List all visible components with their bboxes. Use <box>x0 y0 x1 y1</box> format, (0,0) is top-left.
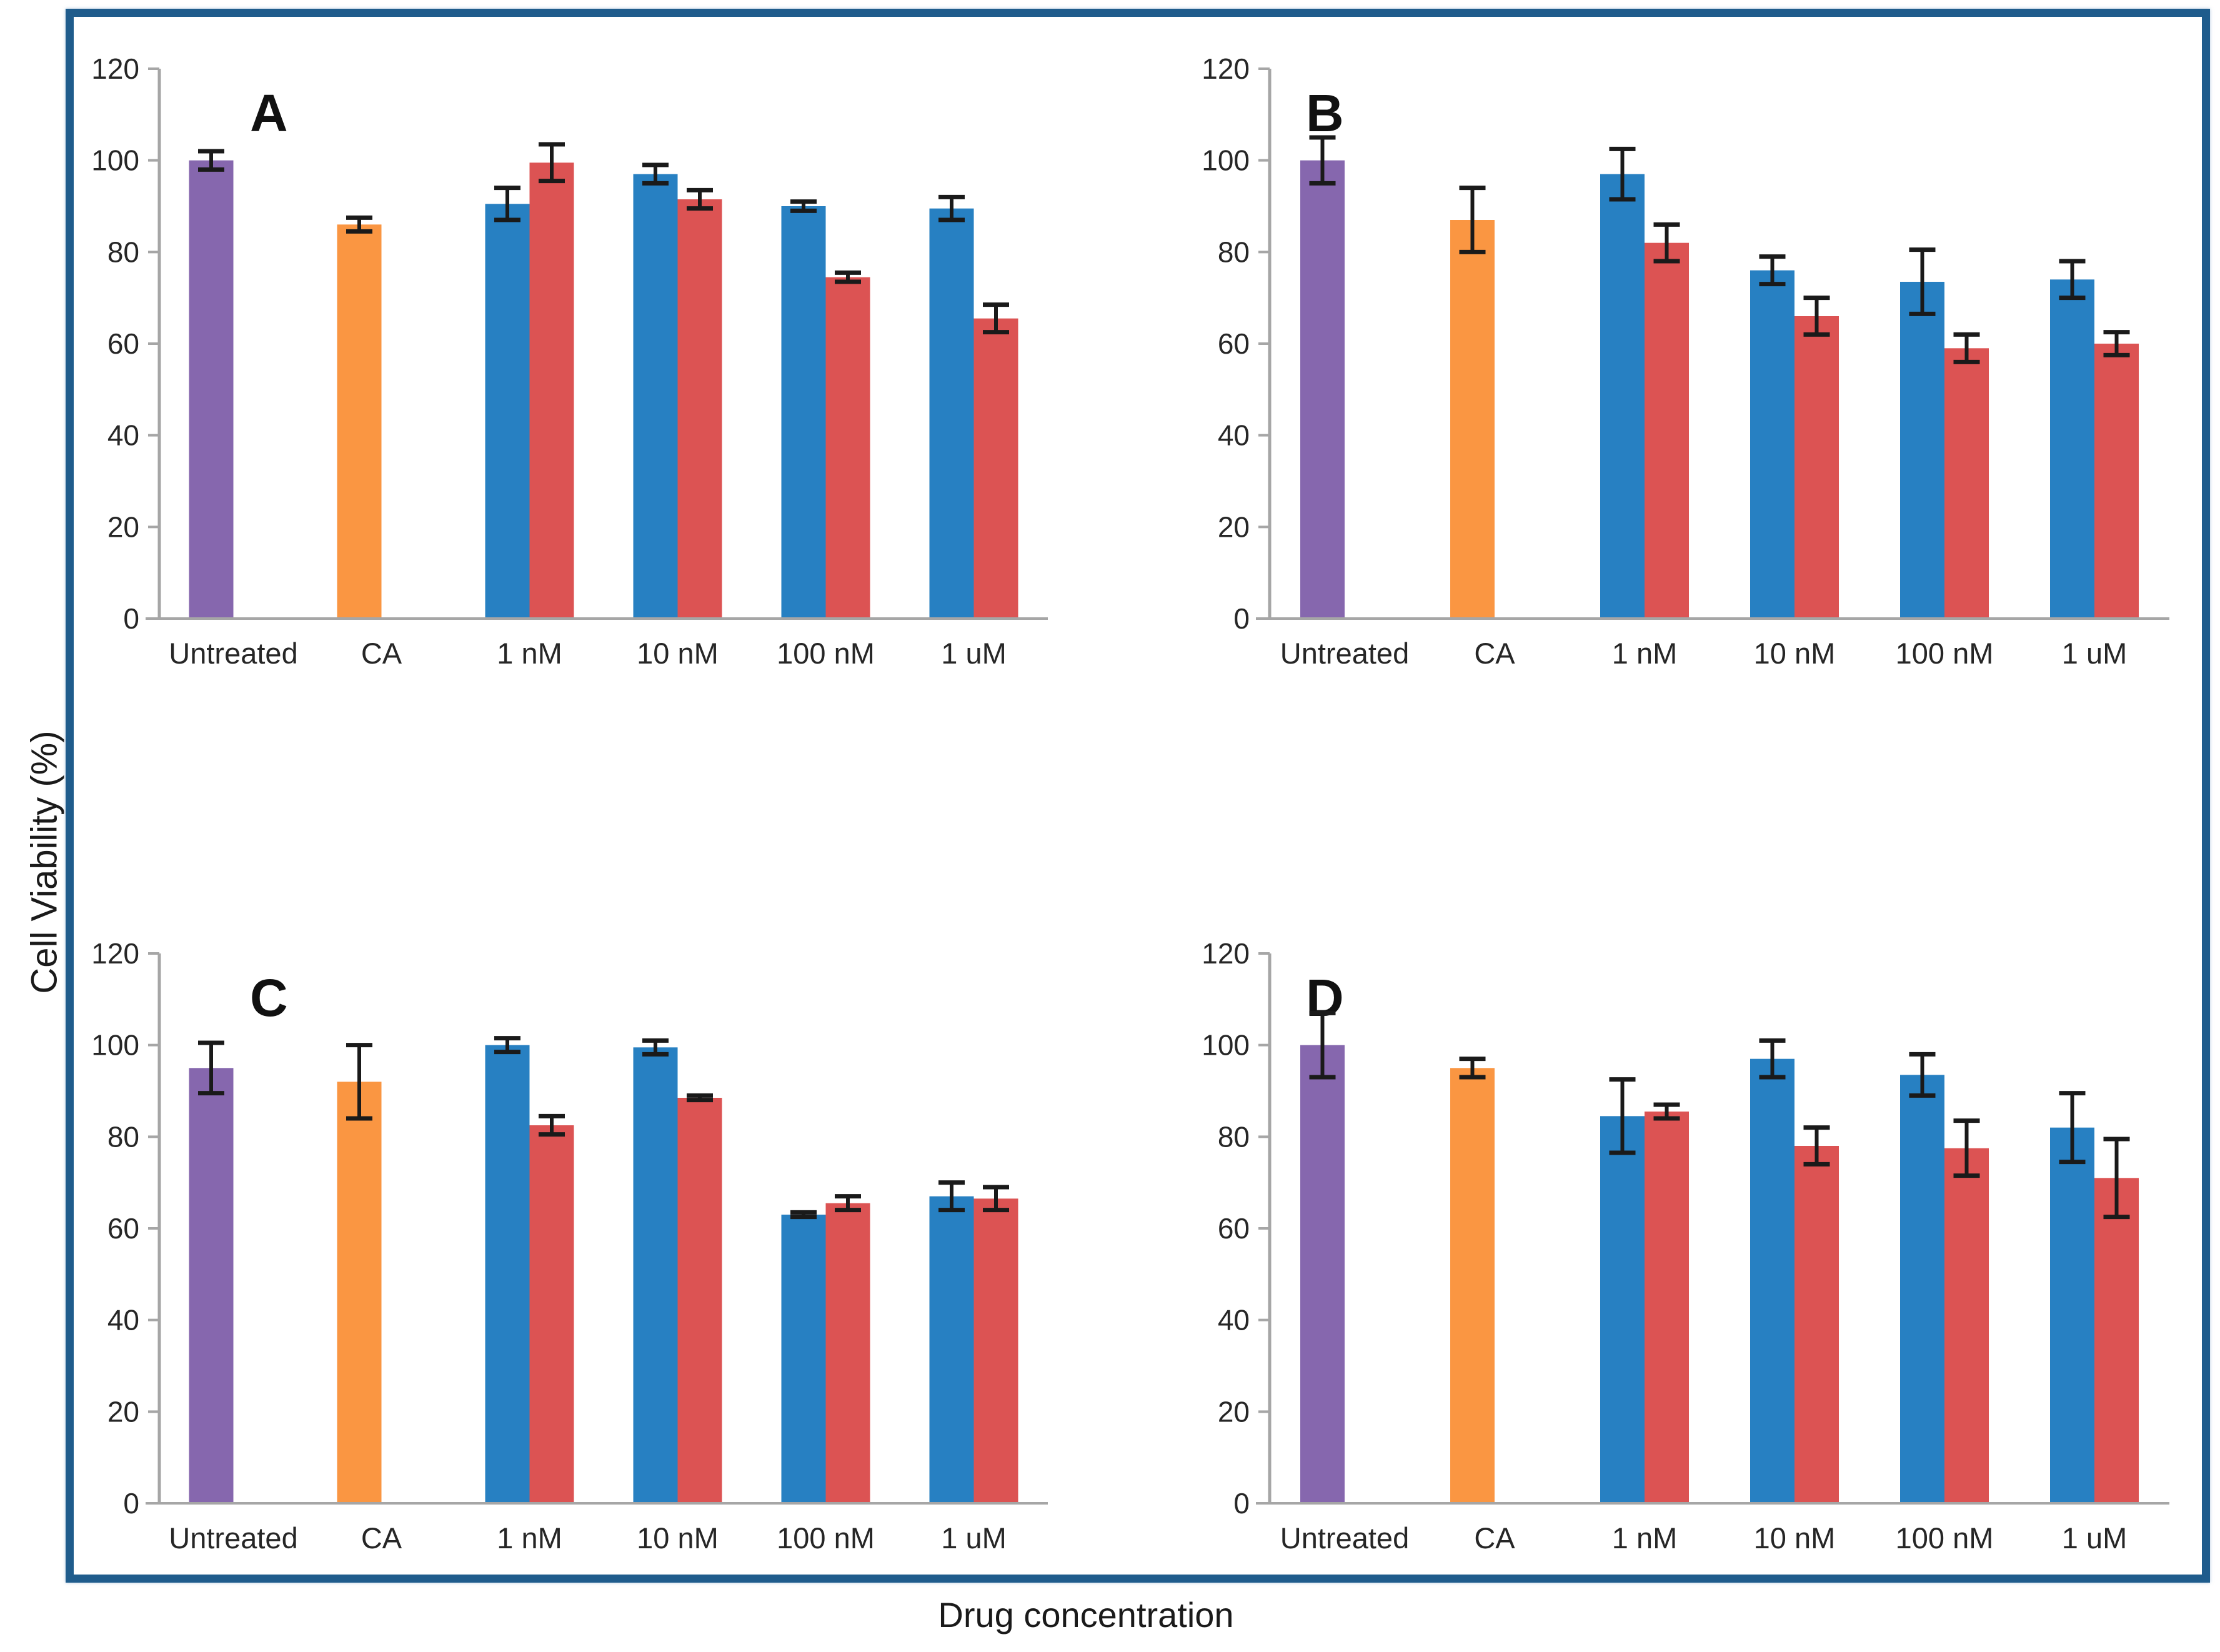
panel-letter-C: C <box>250 968 288 1027</box>
bar-red <box>1794 316 1839 619</box>
bar-red <box>529 1125 574 1503</box>
category-label: CA <box>1474 637 1515 670</box>
category-label: 10 nM <box>1754 637 1836 670</box>
y-tick-label: 20 <box>1218 510 1250 543</box>
y-tick-label: 80 <box>107 1120 139 1153</box>
y-tick-label: 20 <box>107 1395 139 1428</box>
y-tick-label: 60 <box>1218 327 1250 360</box>
bar-blue <box>929 1196 974 1503</box>
category-label: 10 nM <box>1754 1521 1836 1555</box>
y-tick-label: 40 <box>1218 1304 1250 1336</box>
y-tick-label: 40 <box>1218 419 1250 452</box>
category-label: Untreated <box>169 1521 297 1555</box>
category-label: 1 nM <box>497 1521 562 1555</box>
bar-blue <box>633 1047 678 1503</box>
bar-red <box>1645 242 1689 619</box>
y-tick-label: 120 <box>1202 52 1250 85</box>
category-label: 1 uM <box>2062 1521 2128 1555</box>
bar-ca <box>1450 220 1495 619</box>
bar-red <box>973 1198 1018 1503</box>
y-tick-label: 100 <box>91 144 139 177</box>
bar-untreated <box>1300 1045 1345 1503</box>
category-label: CA <box>1474 1521 1515 1555</box>
category-label: Untreated <box>169 637 297 670</box>
y-tick-label: 0 <box>1233 602 1250 635</box>
bar-untreated <box>189 1068 234 1503</box>
bar-blue <box>781 1215 826 1503</box>
bar-red <box>1944 348 1989 619</box>
category-label: 1 uM <box>941 637 1007 670</box>
bar-blue <box>1750 1058 1794 1503</box>
category-label: 100 nM <box>777 637 875 670</box>
y-tick-label: 0 <box>123 602 139 635</box>
panel-letter-D: D <box>1306 968 1344 1027</box>
figure-border <box>66 9 2210 1583</box>
y-tick-label: 80 <box>107 236 139 268</box>
bar-blue <box>633 174 678 619</box>
bar-red <box>1944 1148 1989 1503</box>
category-label: CA <box>361 637 402 670</box>
y-tick-label: 120 <box>1202 937 1250 970</box>
category-label: 1 uM <box>2062 637 2128 670</box>
bar-red <box>529 162 574 619</box>
bar-red <box>677 1098 722 1503</box>
bar-red <box>973 318 1018 619</box>
bar-blue <box>2050 1127 2094 1503</box>
category-label: 10 nM <box>637 637 719 670</box>
bar-untreated <box>189 160 234 619</box>
y-tick-label: 80 <box>1218 1120 1250 1153</box>
bar-ca <box>337 1082 382 1503</box>
category-label: 1 nM <box>497 637 562 670</box>
x-axis-label: Drug concentration <box>938 1595 1234 1635</box>
bar-red <box>825 1203 870 1503</box>
bar-blue <box>781 206 826 619</box>
y-tick-label: 40 <box>107 1304 139 1336</box>
bar-blue <box>1600 1116 1645 1503</box>
category-label: 100 nM <box>1896 1521 1994 1555</box>
panel-letter-B: B <box>1306 84 1344 142</box>
bar-ca <box>1450 1068 1495 1503</box>
bar-blue <box>1600 174 1645 619</box>
category-label: 100 nM <box>1896 637 1994 670</box>
y-tick-label: 100 <box>91 1029 139 1062</box>
bar-blue <box>1750 270 1794 619</box>
y-tick-label: 80 <box>1218 236 1250 268</box>
category-label: Untreated <box>1280 637 1409 670</box>
bar-blue <box>929 208 974 619</box>
bar-blue <box>485 204 530 619</box>
y-tick-label: 20 <box>1218 1395 1250 1428</box>
y-tick-label: 0 <box>123 1487 139 1520</box>
y-tick-label: 120 <box>91 52 139 85</box>
category-label: 100 nM <box>777 1521 875 1555</box>
category-label: Untreated <box>1280 1521 1409 1555</box>
y-tick-label: 20 <box>107 510 139 543</box>
category-label: CA <box>361 1521 402 1555</box>
y-tick-label: 60 <box>1218 1212 1250 1245</box>
bar-ca <box>337 224 382 619</box>
bar-red <box>1794 1146 1839 1503</box>
y-tick-label: 40 <box>107 419 139 452</box>
y-tick-label: 60 <box>107 327 139 360</box>
bar-untreated <box>1300 160 1345 619</box>
bar-red <box>2094 1178 2139 1503</box>
bar-red <box>1645 1112 1689 1503</box>
category-label: 1 nM <box>1612 1521 1678 1555</box>
bar-red <box>2094 344 2139 619</box>
y-tick-label: 120 <box>91 937 139 970</box>
category-label: 10 nM <box>637 1521 719 1555</box>
y-tick-label: 0 <box>1233 1487 1250 1520</box>
bar-red <box>677 199 722 619</box>
bar-blue <box>1900 1075 1944 1503</box>
bar-blue <box>1900 282 1944 619</box>
y-tick-label: 100 <box>1202 144 1250 177</box>
y-tick-label: 60 <box>107 1212 139 1245</box>
category-label: 1 nM <box>1612 637 1678 670</box>
bar-blue <box>2050 279 2094 619</box>
bar-red <box>825 277 870 619</box>
panel-letter-A: A <box>250 84 288 142</box>
bar-blue <box>485 1045 530 1503</box>
y-tick-label: 100 <box>1202 1029 1250 1062</box>
category-label: 1 uM <box>941 1521 1007 1555</box>
